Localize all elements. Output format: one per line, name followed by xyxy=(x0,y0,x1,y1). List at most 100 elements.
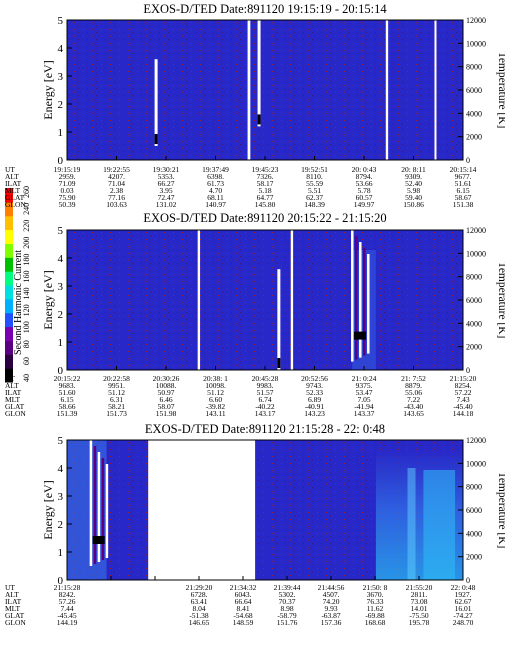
table-cell: 16.01 xyxy=(455,604,472,613)
y2-tick-label: 0 xyxy=(466,366,470,375)
table-row-label: UT xyxy=(5,374,15,383)
table-row-label: MLT xyxy=(5,604,21,613)
burst-streak xyxy=(359,242,362,358)
table-cell: -40.22 xyxy=(255,402,275,411)
table-cell: -74.27 xyxy=(453,611,473,620)
panel-2: EXOS-D/TED Date:891120 20:15:22 - 21:15:… xyxy=(5,211,505,418)
table-cell: 72.47 xyxy=(158,193,175,202)
table-cell: 145.80 xyxy=(255,200,276,209)
table-cell: -75.50 xyxy=(409,611,429,620)
table-cell: 20:45:28 xyxy=(252,374,279,383)
table-cell: 143.17 xyxy=(255,409,276,418)
table-cell: 20: 0:43 xyxy=(352,165,377,174)
table-cell: -45.40 xyxy=(453,402,473,411)
table-cell: 66.64 xyxy=(235,597,252,606)
table-cell: 131.02 xyxy=(156,200,177,209)
table-cell: 8110. xyxy=(306,172,323,181)
table-cell: 148.59 xyxy=(233,618,254,627)
table-cell: 6.31 xyxy=(110,395,123,404)
table-cell: 5.78 xyxy=(357,186,370,195)
burst-streak xyxy=(351,230,354,362)
table-cell: 9983. xyxy=(257,381,274,390)
table-cell: 168.68 xyxy=(365,618,386,627)
table-cell: -54.68 xyxy=(233,611,253,620)
colorbar-tick-label: 200 xyxy=(22,237,31,249)
colorbar-cell xyxy=(5,340,13,355)
table-cell: 143.65 xyxy=(403,409,424,418)
table-cell: 74.20 xyxy=(323,597,340,606)
table-cell: 8.04 xyxy=(192,604,205,613)
table-cell: 151.98 xyxy=(156,409,177,418)
data-gap xyxy=(434,20,437,160)
colorbar-tick-label: 140 xyxy=(22,288,31,300)
data-gap xyxy=(385,20,389,160)
table-cell: 143.37 xyxy=(354,409,375,418)
table-cell: 62.37 xyxy=(306,193,323,202)
burst-streak xyxy=(363,248,366,356)
y2-tick-label: 8000 xyxy=(466,483,482,492)
colorbar-cell xyxy=(5,201,13,217)
data-gap xyxy=(197,230,201,370)
y2-tick-label: 4000 xyxy=(466,319,482,328)
colorbar-tick-label: 160 xyxy=(22,271,31,283)
table-cell: 20:30:26 xyxy=(153,374,180,383)
table-cell: 52.40 xyxy=(405,179,422,188)
table-cell: 21:15:20 xyxy=(450,374,477,383)
table-cell: 66.27 xyxy=(158,179,175,188)
table-cell: 20:38: 1 xyxy=(203,374,228,383)
table-cell: 21: 7:52 xyxy=(401,374,426,383)
y2-tick-label: 4000 xyxy=(466,529,482,538)
black-core xyxy=(277,358,281,368)
y2-tick-label: 12000 xyxy=(466,16,486,25)
table-cell: 144.19 xyxy=(57,618,78,627)
y2-tick-label: 6000 xyxy=(466,506,482,515)
table-cell: 55.06 xyxy=(405,388,422,397)
table-cell: -41.94 xyxy=(354,402,374,411)
y-tick-label: 0 xyxy=(58,155,64,167)
table-cell: 68.11 xyxy=(207,193,224,202)
table-cell: 7.22 xyxy=(407,395,420,404)
table-cell: 61.73 xyxy=(207,179,224,188)
y-tick-label: 1 xyxy=(58,127,64,139)
chart-title: EXOS-D/TED Date:891120 21:15:28 - 22: 0:… xyxy=(145,422,385,436)
y-tick-label: 4 xyxy=(58,43,64,55)
table-row-label: ILAT xyxy=(5,179,22,188)
y-tick-label: 4 xyxy=(58,463,64,475)
colorbar-cell xyxy=(5,326,13,341)
table-cell: 144.18 xyxy=(453,409,474,418)
table-cell: 10088. xyxy=(156,381,177,390)
table-cell: 150.86 xyxy=(403,200,424,209)
table-cell: 19:22:55 xyxy=(103,165,130,174)
table-cell: 7.05 xyxy=(357,395,370,404)
table-cell: 62.67 xyxy=(455,597,472,606)
colorbar-tick-label: 80 xyxy=(22,340,31,348)
table-cell: 50.97 xyxy=(158,388,175,397)
burst-core xyxy=(354,331,367,340)
table-cell: 76.33 xyxy=(367,597,384,606)
y-tick-label: 2 xyxy=(58,519,64,531)
colorbar-tick-label: 120 xyxy=(22,304,31,316)
y-tick-label: 5 xyxy=(58,435,64,447)
table-cell: 60.57 xyxy=(356,193,373,202)
table-cell: 71.09 xyxy=(59,179,76,188)
colorbar-tick-label: 260 xyxy=(22,186,31,198)
table-cell: 5302. xyxy=(279,590,296,599)
colorbar-cell xyxy=(5,188,13,203)
table-cell: 9683. xyxy=(59,381,76,390)
table-cell: 9677. xyxy=(455,172,472,181)
table-cell: 0.03 xyxy=(60,186,73,195)
colorbar: Second Harmonic Current 40 60 80 100 120 140 1… xyxy=(5,186,31,383)
burst-streak xyxy=(101,458,105,560)
burst-streak xyxy=(89,440,93,566)
table-row-label: ALT xyxy=(5,381,19,390)
y2-tick-label: 0 xyxy=(466,156,470,165)
y2-axis-label: Temperature [K] xyxy=(496,472,505,549)
table-cell: 21:50: 8 xyxy=(363,583,388,592)
y2-tick-label: 12000 xyxy=(466,436,486,445)
white-spike xyxy=(154,59,158,147)
colorbar-tick-label: 180 xyxy=(22,254,31,266)
table-cell: 5.18 xyxy=(258,186,271,195)
table-cell: 51.60 xyxy=(59,388,76,397)
table-row-label: GLAT xyxy=(5,611,25,620)
